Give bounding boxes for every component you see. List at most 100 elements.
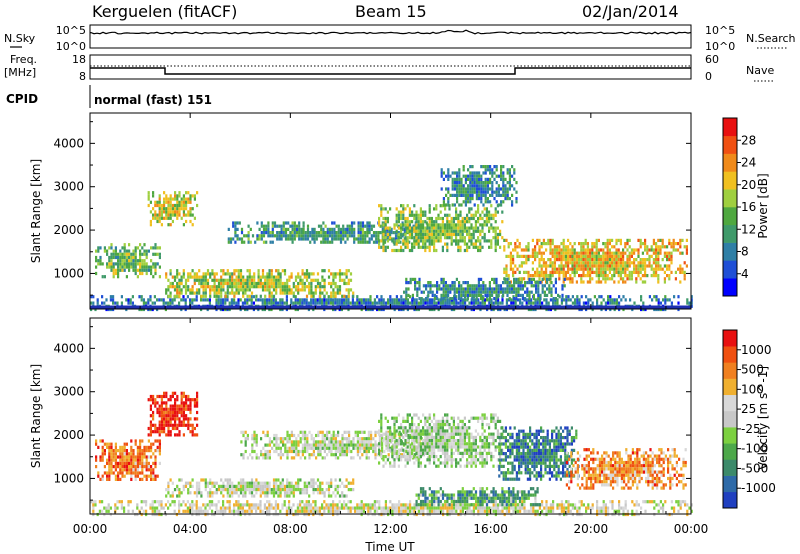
echo-cell	[267, 227, 270, 231]
echo-cell	[176, 210, 179, 214]
echo-cell	[347, 291, 350, 295]
echo-cell	[466, 290, 469, 294]
echo-cell	[149, 430, 152, 434]
echo-cell	[313, 240, 316, 244]
echo-cell	[445, 203, 448, 207]
echo-cell	[462, 290, 465, 294]
echo-cell	[453, 509, 456, 513]
echo-cell	[450, 229, 453, 233]
echo-cell	[114, 503, 117, 507]
echo-cell	[582, 258, 585, 262]
echo-cell	[591, 251, 594, 255]
echo-cell	[345, 503, 348, 507]
echo-cell	[327, 503, 330, 507]
echo-cell	[255, 285, 258, 289]
echo-cell	[139, 252, 142, 256]
echo-cell	[291, 240, 294, 244]
echo-cell	[470, 223, 473, 227]
echo-cell	[641, 242, 644, 246]
echo-cell	[655, 270, 658, 274]
echo-cell	[310, 272, 313, 276]
echo-cell	[344, 234, 347, 238]
echo-cell	[517, 287, 520, 291]
echo-cell	[240, 237, 244, 241]
echo-cell	[277, 503, 280, 507]
echo-cell	[482, 193, 485, 197]
echo-cell	[321, 285, 324, 289]
echo-cell	[371, 506, 374, 510]
echo-cell	[405, 293, 408, 297]
echo-cell	[364, 234, 367, 238]
echo-cell	[448, 226, 451, 230]
colorbar-swatch	[723, 224, 737, 243]
colorbar-swatch	[723, 153, 737, 172]
echo-cell	[215, 503, 218, 507]
echo-cell	[640, 506, 643, 510]
echo-cell	[474, 245, 477, 249]
echo-cell	[426, 223, 429, 227]
echo-cell	[228, 506, 231, 510]
echo-cell	[433, 239, 436, 243]
echo-cell	[480, 193, 483, 197]
echo-cell	[382, 236, 385, 240]
echo-cell	[169, 197, 172, 201]
echo-cell	[545, 298, 548, 302]
echo-cell	[417, 509, 420, 513]
echo-cell	[495, 200, 498, 204]
echo-cell	[538, 238, 541, 242]
echo-cell	[686, 301, 689, 305]
echo-cell	[136, 452, 139, 456]
colorbar-tick-label: 28	[741, 133, 756, 147]
echo-cell	[153, 506, 156, 510]
echo-cell	[411, 301, 414, 305]
echo-cell	[571, 258, 574, 262]
echo-cell	[477, 284, 480, 288]
echo-cell	[260, 231, 263, 235]
echo-cell	[458, 193, 461, 197]
echo-cell	[686, 509, 689, 513]
echo-cell	[462, 293, 465, 297]
echo-cell	[542, 238, 545, 242]
echo-cell	[275, 281, 278, 286]
echo-cell	[481, 506, 484, 510]
echo-cell	[483, 239, 486, 243]
echo-cell	[422, 210, 425, 214]
echo-cell	[153, 295, 156, 299]
echo-cell	[580, 500, 583, 504]
echo-cell	[571, 277, 574, 281]
echo-cell	[280, 234, 283, 238]
echo-cell	[119, 268, 122, 272]
echo-cell	[521, 500, 524, 504]
echo-cell	[472, 506, 475, 510]
echo-cell	[453, 290, 456, 294]
echo-cell	[139, 465, 142, 469]
echo-cell	[629, 298, 632, 302]
echo-cell	[303, 509, 306, 513]
echo-cell	[391, 509, 394, 513]
echo-cell	[273, 221, 277, 225]
echo-cell	[391, 301, 394, 305]
echo-cell	[561, 284, 564, 288]
echo-cell	[523, 503, 526, 507]
echo-cell	[182, 223, 185, 227]
echo-cell	[182, 210, 185, 214]
echo-cell	[204, 272, 207, 276]
echo-cell	[326, 231, 329, 235]
echo-cell	[297, 281, 300, 286]
echo-cell	[189, 197, 192, 201]
echo-cell	[681, 251, 684, 255]
echo-cell	[345, 288, 348, 292]
echo-cell	[275, 269, 278, 273]
echo-cell	[655, 254, 658, 258]
echo-cell	[409, 277, 412, 281]
echo-cell	[562, 258, 565, 262]
echo-cell	[597, 280, 600, 284]
echo-cell	[110, 246, 113, 250]
echo-cell	[398, 509, 401, 513]
echo-cell	[477, 287, 480, 291]
echo-cell	[413, 236, 416, 240]
echo-cell	[646, 248, 649, 252]
echo-cell	[150, 471, 153, 475]
echo-cell	[276, 234, 279, 238]
echo-cell	[141, 455, 144, 459]
